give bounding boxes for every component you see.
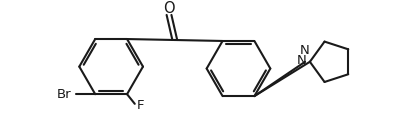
Text: N: N bbox=[297, 54, 307, 67]
Text: N: N bbox=[300, 44, 310, 57]
Text: Br: Br bbox=[56, 88, 71, 101]
Text: F: F bbox=[137, 99, 144, 112]
Text: O: O bbox=[163, 1, 175, 16]
